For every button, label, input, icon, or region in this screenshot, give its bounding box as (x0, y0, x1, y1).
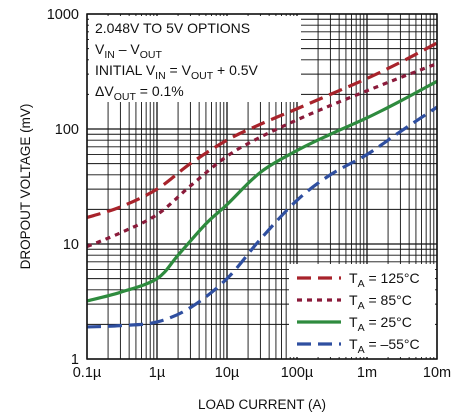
x-tick-label-1: 1µ (149, 365, 166, 381)
y-tick-label-1: 10 (63, 237, 79, 253)
plot-frame (86, 13, 438, 360)
annotation-line-4: ΔVOUT = 0.1% (95, 83, 184, 103)
legend-label-2: TA = 25°C (349, 314, 412, 334)
x-tick-label-0: 0.1µ (73, 365, 102, 381)
annotation-line-1: 2.048V TO 5V OPTIONS (95, 20, 250, 36)
x-tick-label-3: 100µ (281, 365, 314, 381)
legend-background (289, 264, 435, 357)
x-tick-label-2: 10µ (215, 365, 240, 381)
x-tick-label-5: 10m (423, 365, 451, 381)
y-tick-label-3: 1000 (47, 7, 79, 23)
y-tick-label-2: 100 (55, 122, 79, 138)
annotation-line-2: VIN – VOUT (95, 41, 163, 61)
legend-label-0: TA = 125°C (349, 270, 420, 290)
legend-label-1: TA = 85°C (349, 292, 412, 312)
legend: TA = 125°CTA = 85°CTA = 25°CTA = –55°C (289, 264, 435, 357)
series-line-0 (86, 41, 438, 220)
y-tick-label-0: 1 (71, 352, 79, 368)
annotation-line-3: INITIAL VIN = VOUT + 0.5V (95, 62, 259, 82)
x-tick-label-4: 1m (357, 365, 377, 381)
tick-labels: 0.1µ 1µ 10µ 100µ 1m 10m 1 10 100 1000 (47, 7, 451, 381)
legend-label-3: TA = –55°C (349, 336, 420, 356)
y-axis-label: DROPOUT VOLTAGE (mV) (18, 104, 33, 270)
series-line-1 (86, 62, 438, 249)
series-line-2 (86, 79, 438, 303)
annotation-background (89, 16, 301, 102)
x-axis-label: LOAD CURRENT (A) (198, 397, 326, 412)
series-lines (86, 41, 438, 329)
